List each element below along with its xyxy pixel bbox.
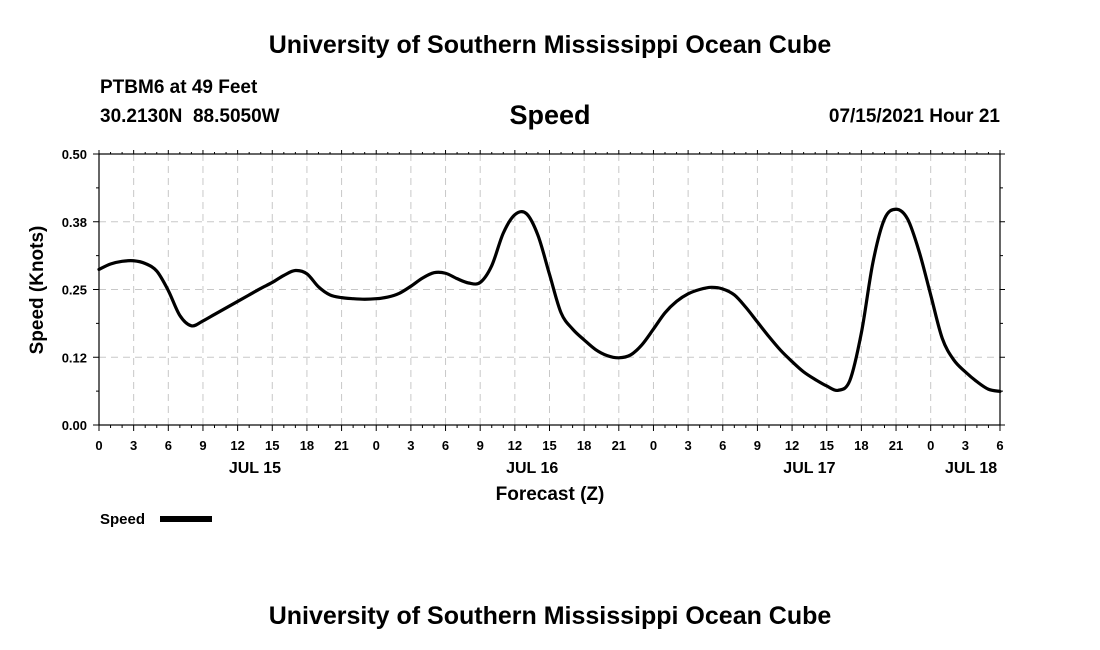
y-tick-labels: 0.00 0.12 0.25 0.38 0.50 bbox=[62, 147, 87, 433]
x-tick-label: 18 bbox=[854, 438, 868, 453]
date-labels: JUL 15 JUL 16 JUL 17 JUL 18 bbox=[229, 460, 997, 477]
chart-title: University of Southern Mississippi Ocean… bbox=[268, 31, 832, 59]
grid-lines bbox=[99, 154, 1000, 425]
series-line-speed bbox=[97, 207, 1002, 393]
station-label: PTBM6 at 49 Feet bbox=[100, 77, 258, 98]
x-tick-label: 12 bbox=[785, 438, 799, 453]
x-tick-label: 21 bbox=[889, 438, 903, 453]
x-tick-label: 0 bbox=[650, 438, 657, 453]
x-tick-label: 6 bbox=[442, 438, 449, 453]
x-tick-label: 12 bbox=[230, 438, 244, 453]
date-label: JUL 15 bbox=[229, 460, 281, 477]
x-tick-label: 6 bbox=[996, 438, 1003, 453]
x-tick-label: 18 bbox=[577, 438, 591, 453]
forecast-datetime: 07/15/2021 Hour 21 bbox=[828, 106, 1000, 127]
x-tick-label: 0 bbox=[373, 438, 380, 453]
series-layer bbox=[97, 207, 1002, 393]
date-label: JUL 18 bbox=[945, 460, 997, 477]
x-tick-label: 3 bbox=[684, 438, 691, 453]
x-tick-label: 6 bbox=[165, 438, 172, 453]
x-tick-labels: 0 3 6 9 12 15 18 21 0 3 6 9 12 15 18 21 0 3 6 9 12 15 18 21 0 3 6 bbox=[95, 438, 1003, 453]
plot-frame bbox=[98, 153, 1001, 426]
y-tick-label: 0.25 bbox=[62, 283, 87, 298]
y-axis-label: Speed (Knots) bbox=[27, 226, 48, 355]
x-tick-label: 0 bbox=[927, 438, 934, 453]
x-tick-label: 6 bbox=[719, 438, 726, 453]
x-tick-label: 15 bbox=[819, 438, 833, 453]
x-tick-label: 9 bbox=[477, 438, 484, 453]
station-coordinates: 30.2130N 88.5050W bbox=[100, 106, 280, 127]
x-tick-label: 3 bbox=[962, 438, 969, 453]
y-tick-label: 0.00 bbox=[62, 418, 87, 433]
x-tick-label: 3 bbox=[130, 438, 137, 453]
x-tick-label: 12 bbox=[508, 438, 522, 453]
x-tick-label: 18 bbox=[300, 438, 314, 453]
footer-title: University of Southern Mississippi Ocean… bbox=[268, 602, 832, 630]
x-tick-label: 21 bbox=[612, 438, 626, 453]
x-tick-label: 15 bbox=[542, 438, 556, 453]
legend-label: Speed bbox=[100, 511, 145, 528]
x-tick-label: 9 bbox=[754, 438, 761, 453]
x-tick-label: 3 bbox=[407, 438, 414, 453]
x-tick-label: 9 bbox=[199, 438, 206, 453]
x-tick-label: 21 bbox=[334, 438, 348, 453]
x-axis-label: Forecast (Z) bbox=[496, 484, 605, 505]
x-tick-label: 15 bbox=[265, 438, 279, 453]
y-tick-label: 0.38 bbox=[62, 215, 87, 230]
x-tick-label: 0 bbox=[95, 438, 102, 453]
date-label: JUL 17 bbox=[783, 460, 835, 477]
date-label: JUL 16 bbox=[506, 460, 558, 477]
y-tick-label: 0.50 bbox=[62, 147, 87, 162]
y-tick-label: 0.12 bbox=[62, 350, 87, 365]
variable-heading: Speed bbox=[509, 100, 591, 130]
